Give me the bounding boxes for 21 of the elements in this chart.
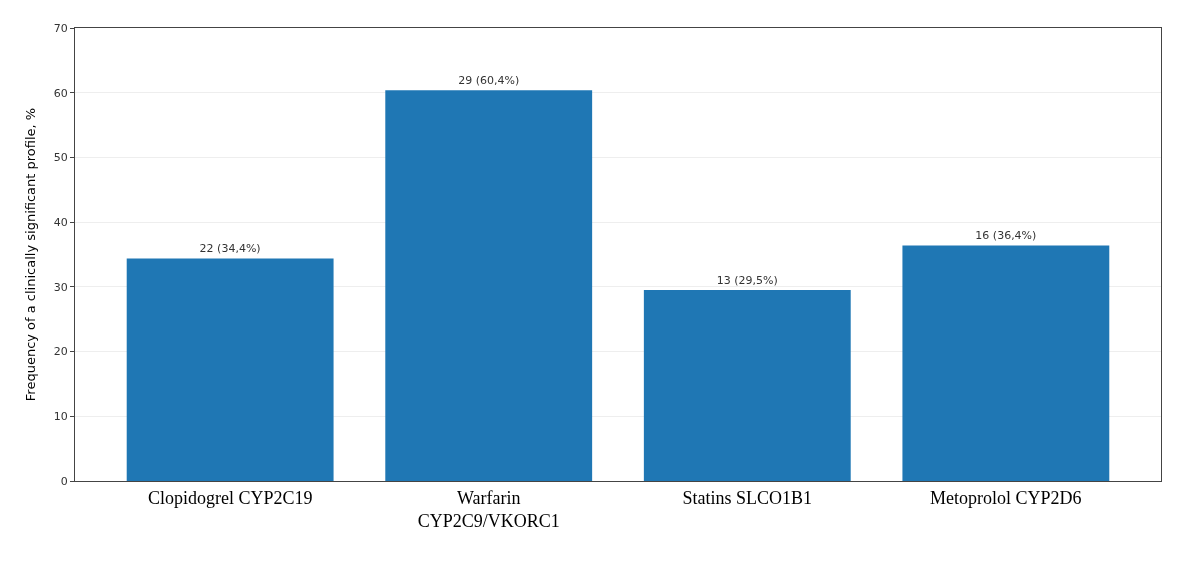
- y-tick-label: 60: [53, 86, 68, 100]
- y-tick-label: 40: [53, 215, 68, 229]
- x-tick-label: Metoprolol CYP2D6: [930, 487, 1082, 508]
- data-label: 29 (60,4%): [458, 74, 520, 88]
- bar: [902, 245, 1110, 481]
- bar: [643, 290, 851, 481]
- y-tick-label: 30: [53, 280, 68, 294]
- y-tick-label: 50: [53, 151, 68, 165]
- x-tick-label: Statins SLCO1B1: [682, 487, 813, 508]
- data-label: 16 (36,4%): [975, 229, 1037, 243]
- y-tick-label: 0: [60, 474, 68, 488]
- y-tick-label: 70: [53, 21, 68, 35]
- y-tick-label: 10: [53, 410, 68, 424]
- data-label: 22 (34,4%): [199, 242, 261, 256]
- x-tick-label: Clopidogrel CYP2C19: [147, 487, 313, 508]
- x-tick-label: Warfarin CYP2C9/VKORC1: [417, 487, 560, 531]
- bar: [385, 90, 593, 481]
- y-tick-label: 20: [53, 345, 68, 359]
- bar: [126, 258, 334, 481]
- y-axis-title: Frequency of a clinically significant profile, %: [22, 107, 38, 402]
- data-label: 13 (29,5%): [716, 274, 778, 288]
